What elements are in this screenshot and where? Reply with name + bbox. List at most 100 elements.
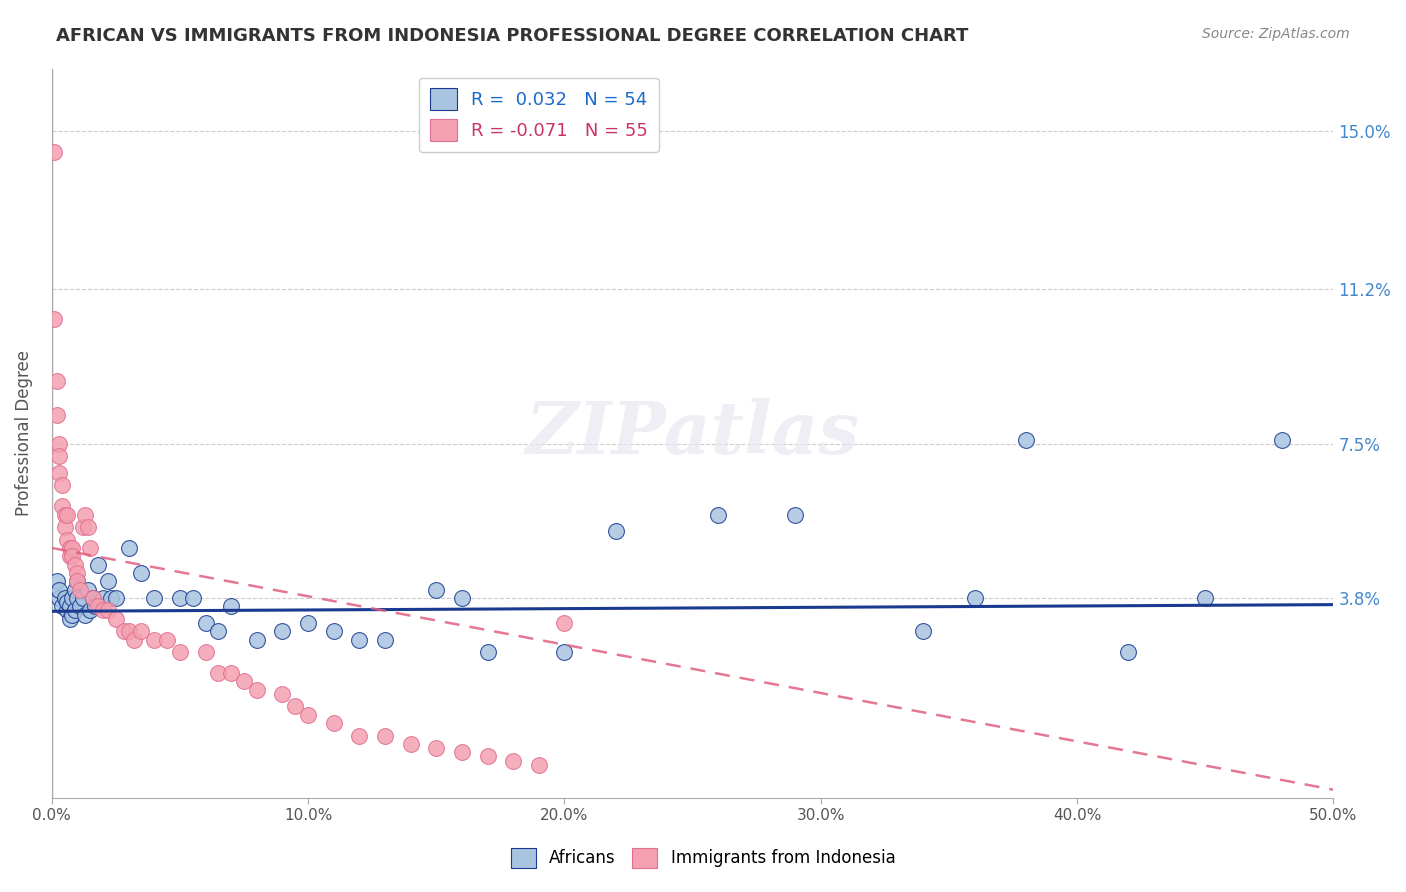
- Point: [553, 645, 575, 659]
- Point: [69, 582, 91, 597]
- Point: [44, 145, 66, 159]
- Legend: R =  0.032   N = 54, R = -0.071   N = 55: R = 0.032 N = 54, R = -0.071 N = 55: [419, 78, 659, 153]
- Point: [76, 520, 98, 534]
- Point: [271, 687, 294, 701]
- Point: [912, 624, 935, 639]
- Point: [246, 632, 269, 647]
- Point: [79, 541, 101, 555]
- Point: [425, 582, 447, 597]
- Point: [48, 591, 70, 605]
- Point: [66, 591, 89, 605]
- Point: [104, 612, 127, 626]
- Point: [87, 599, 110, 614]
- Point: [56, 508, 79, 522]
- Point: [56, 595, 79, 609]
- Point: [502, 754, 524, 768]
- Point: [69, 599, 91, 614]
- Point: [297, 707, 319, 722]
- Point: [477, 749, 499, 764]
- Point: [75, 607, 97, 622]
- Point: [45, 574, 67, 589]
- Point: [48, 582, 70, 597]
- Point: [246, 682, 269, 697]
- Point: [322, 716, 344, 731]
- Point: [66, 574, 89, 589]
- Point: [66, 566, 89, 580]
- Point: [72, 520, 94, 534]
- Point: [322, 624, 344, 639]
- Point: [1118, 645, 1140, 659]
- Point: [233, 674, 256, 689]
- Point: [63, 582, 86, 597]
- Point: [219, 599, 242, 614]
- Point: [75, 508, 97, 522]
- Point: [48, 436, 70, 450]
- Point: [48, 466, 70, 480]
- Point: [349, 632, 371, 647]
- Point: [97, 574, 120, 589]
- Point: [284, 699, 307, 714]
- Point: [143, 632, 166, 647]
- Point: [56, 603, 79, 617]
- Point: [59, 612, 82, 626]
- Point: [374, 632, 396, 647]
- Point: [117, 624, 139, 639]
- Point: [82, 591, 104, 605]
- Point: [169, 591, 191, 605]
- Point: [707, 508, 730, 522]
- Point: [59, 541, 82, 555]
- Point: [451, 745, 474, 759]
- Y-axis label: Professional Degree: Professional Degree: [15, 351, 32, 516]
- Point: [44, 311, 66, 326]
- Point: [156, 632, 179, 647]
- Point: [477, 645, 499, 659]
- Text: ZIPatlas: ZIPatlas: [526, 398, 859, 469]
- Point: [53, 520, 76, 534]
- Point: [82, 591, 104, 605]
- Point: [63, 558, 86, 572]
- Legend: Africans, Immigrants from Indonesia: Africans, Immigrants from Indonesia: [503, 841, 903, 875]
- Point: [605, 524, 627, 539]
- Point: [207, 665, 229, 680]
- Point: [112, 624, 135, 639]
- Point: [87, 558, 110, 572]
- Point: [131, 624, 153, 639]
- Point: [59, 599, 82, 614]
- Point: [1015, 433, 1038, 447]
- Point: [271, 624, 294, 639]
- Point: [51, 500, 73, 514]
- Point: [45, 408, 67, 422]
- Point: [349, 729, 371, 743]
- Point: [51, 599, 73, 614]
- Point: [84, 599, 107, 614]
- Point: [60, 591, 83, 605]
- Point: [53, 591, 76, 605]
- Point: [56, 533, 79, 547]
- Point: [60, 541, 83, 555]
- Point: [297, 615, 319, 630]
- Point: [117, 541, 139, 555]
- Point: [1194, 591, 1216, 605]
- Point: [181, 591, 204, 605]
- Point: [451, 591, 474, 605]
- Point: [45, 374, 67, 388]
- Point: [91, 603, 114, 617]
- Point: [785, 508, 807, 522]
- Point: [374, 729, 396, 743]
- Point: [48, 449, 70, 463]
- Point: [219, 665, 242, 680]
- Point: [97, 603, 120, 617]
- Point: [122, 632, 145, 647]
- Point: [76, 582, 98, 597]
- Point: [1271, 433, 1294, 447]
- Point: [143, 591, 166, 605]
- Point: [194, 615, 217, 630]
- Point: [79, 603, 101, 617]
- Point: [91, 591, 114, 605]
- Point: [63, 603, 86, 617]
- Point: [207, 624, 229, 639]
- Point: [100, 591, 122, 605]
- Point: [131, 566, 153, 580]
- Point: [60, 549, 83, 564]
- Point: [66, 574, 89, 589]
